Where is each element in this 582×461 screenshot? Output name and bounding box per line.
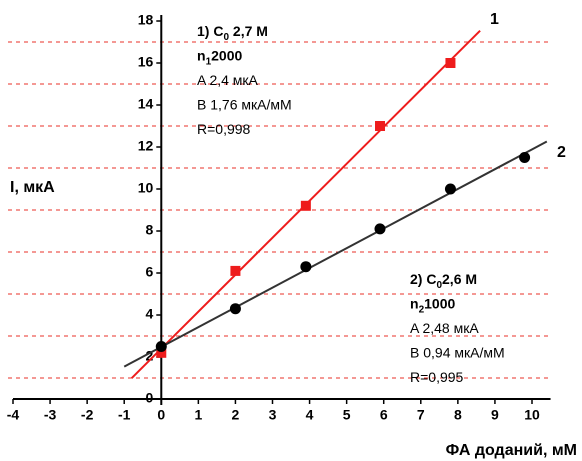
x-tick-label: 2 <box>232 407 240 423</box>
annotation-text: 1) C <box>197 23 223 39</box>
series-name: 2 <box>557 144 566 161</box>
y-tick-label: 6 <box>145 264 153 280</box>
y-tick-label: 14 <box>138 96 154 112</box>
x-tick-label: 3 <box>269 407 277 423</box>
x-tick-label: 10 <box>524 407 540 423</box>
y-tick-label: 10 <box>138 180 154 196</box>
annotation-text: 2,6 M <box>442 271 477 287</box>
annotation-text: 2,7 M <box>229 23 268 39</box>
annotation: n12000 <box>197 47 242 67</box>
point <box>375 121 386 131</box>
point <box>519 152 531 163</box>
x-tick-label: 0 <box>157 407 165 423</box>
x-tick-label: -2 <box>81 407 94 423</box>
x-tick-label: 7 <box>417 407 425 423</box>
point <box>374 223 386 235</box>
point <box>156 347 167 358</box>
annotation-text: 2000 <box>211 47 242 63</box>
x-tick-label: 1 <box>194 407 202 423</box>
annotation-text: n <box>197 47 206 63</box>
annotation-text: R=0,998 <box>197 121 251 137</box>
x-axis-label: ФА доданий, мМ <box>446 442 577 459</box>
annotation: 2) C02,6 M <box>410 271 477 291</box>
annotation-text: 1000 <box>424 295 455 311</box>
y-tick-label: 4 <box>145 306 153 322</box>
annotation-text: A 2,48 мкА <box>410 320 479 336</box>
y-tick-label: 0 <box>145 390 153 406</box>
annotation-sub: 0 <box>436 280 442 291</box>
point <box>155 341 167 352</box>
annotation: n21000 <box>410 295 455 315</box>
annotation-sub: 1 <box>206 56 212 67</box>
annotation-text: B 1,76 мкА/мМ <box>197 96 292 112</box>
annotation-text: R=0,995 <box>410 369 464 385</box>
annotation: A 2,4 мкА <box>197 72 259 88</box>
annotation: 1) C0 2,7 M <box>197 23 268 43</box>
x-tick-label: -4 <box>7 407 20 423</box>
annotation-text: B 0,94 мкА/мМ <box>410 344 505 360</box>
x-tick-label: 5 <box>343 407 351 423</box>
x-tick-label: 9 <box>491 407 499 423</box>
annotation-text: 2) C <box>410 271 436 287</box>
annotation-sub: 0 <box>223 32 229 43</box>
y-tick-label: 2 <box>145 348 153 364</box>
x-tick-label: -3 <box>44 407 57 423</box>
y-tick-label: 18 <box>138 12 154 28</box>
point <box>300 261 312 273</box>
annotation: R=0,995 <box>410 369 464 385</box>
y-tick-label: 12 <box>138 138 154 154</box>
point <box>300 200 311 211</box>
x-tick-label: 4 <box>306 407 314 423</box>
annotation: B 1,76 мкА/мМ <box>197 96 292 112</box>
annotation: A 2,48 мкА <box>410 320 479 336</box>
y-tick-label: 8 <box>145 222 153 238</box>
point <box>229 303 241 315</box>
annotation-sub: 2 <box>419 304 425 315</box>
point <box>444 183 456 195</box>
x-tick-label: -1 <box>118 407 131 423</box>
series-name: 1 <box>490 11 499 28</box>
annotation-text: n <box>410 295 419 311</box>
point <box>445 58 456 68</box>
y-tick-label: 16 <box>138 54 154 70</box>
annotation: B 0,94 мкА/мМ <box>410 344 505 360</box>
fit-line <box>123 140 548 368</box>
x-tick-label: 8 <box>454 407 462 423</box>
x-tick-label: 6 <box>380 407 388 423</box>
point <box>230 265 241 276</box>
y-axis-label: I, мкА <box>10 179 55 196</box>
annotation-text: A 2,4 мкА <box>197 72 259 88</box>
annotation: R=0,998 <box>197 121 251 137</box>
